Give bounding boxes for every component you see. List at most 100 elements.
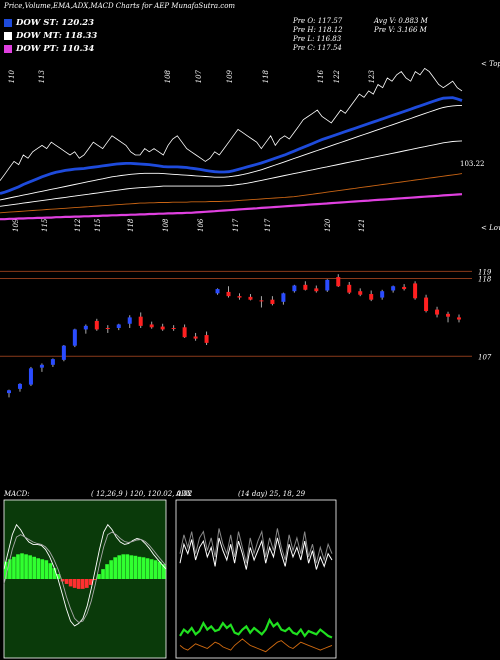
candle-down — [270, 299, 275, 304]
tops-label: 116 — [317, 69, 325, 83]
tops-label: 122 — [333, 69, 341, 83]
macd-histogram-bar — [20, 553, 24, 579]
macd-histogram-bar — [109, 560, 113, 579]
candle-down — [314, 288, 319, 292]
macd-histogram-bar — [12, 556, 16, 579]
adx-panel-background — [175, 499, 337, 659]
macd-histogram-bar — [105, 564, 109, 579]
macd-label: MACD: — [3, 490, 30, 498]
avg-volume: Avg V: 0.883 M — [374, 17, 428, 25]
macd-histogram-bar — [64, 579, 69, 584]
candle-up — [281, 293, 286, 302]
lows-label: 118 — [127, 218, 135, 232]
macd-histogram-bar — [56, 574, 61, 579]
lows-label: 108 — [162, 218, 170, 232]
lows-label: 117 — [264, 218, 272, 232]
macd-histogram-bar — [157, 561, 162, 579]
support-level-label: 107 — [478, 353, 492, 361]
candle-up — [39, 364, 44, 368]
ema-price-line — [0, 67, 463, 181]
candle-down — [402, 286, 407, 290]
lows-label: 120 — [324, 218, 332, 232]
legend-dow-st-label: DOW ST: 120.23 — [16, 18, 95, 28]
macd-histogram-bar — [93, 579, 97, 580]
chart-header-title: Price,Volume,EMA,ADX,MACD Charts for AEP… — [4, 2, 236, 10]
macd-histogram-bar — [52, 568, 57, 579]
adx-orange-line — [179, 638, 333, 653]
macd-histogram-bar — [28, 555, 32, 579]
candle-up — [50, 359, 55, 365]
macd-histogram-bar — [89, 579, 93, 585]
legend-swatch-mt — [4, 32, 12, 40]
candle-down — [457, 317, 461, 320]
macd-histogram-bar — [48, 563, 53, 579]
lows-label: 109 — [12, 218, 20, 232]
macd-histogram-bar — [125, 554, 130, 579]
prev-close: Pre C: 117.54 — [293, 44, 342, 52]
macd-histogram-bar — [44, 560, 49, 579]
ema-mt-line — [0, 140, 463, 207]
candle-down — [171, 328, 176, 329]
macd-histogram-bar — [161, 564, 166, 579]
lows-label: 112 — [74, 218, 82, 232]
prev-volume: Pre V: 3.166 M — [374, 26, 427, 34]
ema-long-line — [0, 173, 463, 214]
candle-down — [336, 277, 341, 287]
macd-histogram-bar — [40, 559, 45, 579]
macd-histogram-bar — [97, 574, 101, 579]
macd-histogram-bar — [8, 559, 12, 579]
macd-histogram-bar — [80, 579, 85, 589]
macd-signal-line — [3, 531, 167, 624]
candle-up — [292, 285, 297, 292]
candle-down — [347, 284, 352, 293]
legend-dow-mt: DOW MT: 118.33 — [4, 31, 97, 41]
tops-label: 109 — [226, 69, 234, 83]
tops-label: 118 — [262, 69, 270, 83]
lows-label: 121 — [358, 219, 366, 232]
legend-dow-mt-label: DOW MT: 118.33 — [16, 31, 98, 41]
legend-dow-pt-label: DOW PT: 110.34 — [16, 44, 95, 54]
candle-down — [94, 320, 99, 330]
macd-histogram-bar — [76, 579, 81, 589]
macd-histogram-bar — [117, 555, 122, 579]
macd-histogram-bar — [101, 569, 105, 579]
candle-down — [105, 328, 110, 329]
macd-histogram-bar — [24, 554, 28, 579]
candle-up — [7, 390, 11, 394]
candle-up — [116, 324, 121, 328]
macd-histogram-bar — [32, 556, 36, 579]
candle-up — [17, 383, 22, 389]
adx-params: (14 day) 25, 18, 29 — [238, 490, 306, 498]
legend-dow-st: DOW ST: 120.23 — [4, 18, 94, 28]
lows-label: 106 — [197, 218, 205, 232]
macd-histogram-bar — [153, 560, 158, 579]
macd-histogram-bar — [4, 561, 8, 579]
candle-down — [435, 309, 440, 315]
candle-up — [391, 286, 396, 291]
macd-histogram-bar — [141, 557, 146, 579]
adx-line — [179, 617, 333, 639]
candle-down — [424, 297, 429, 312]
candle-down — [204, 335, 209, 343]
tops-label: 110 — [8, 69, 16, 83]
adx-di-plus-line — [179, 537, 333, 570]
macd-histogram-bar — [145, 558, 150, 579]
legend-swatch-pt — [4, 45, 12, 53]
candle-up — [28, 368, 33, 385]
macd-histogram-bar — [72, 579, 77, 588]
candle-down — [149, 324, 154, 328]
macd-histogram-bar — [16, 554, 20, 579]
candle-down — [248, 296, 253, 300]
macd-histogram-bar — [85, 579, 89, 588]
candle-up — [72, 329, 77, 346]
support-level-label: 118 — [478, 275, 492, 283]
prev-open: Pre O: 117.57 — [293, 17, 343, 25]
macd-histogram-bar — [137, 556, 142, 579]
adx-label: ADX — [175, 490, 193, 498]
tops-corner-label: < Tops — [481, 60, 500, 68]
legend-dow-pt: DOW PT: 110.34 — [4, 44, 94, 54]
candle-up — [127, 317, 132, 324]
candle-up — [215, 289, 220, 294]
candle-down — [138, 316, 143, 326]
candle-down — [413, 283, 418, 299]
